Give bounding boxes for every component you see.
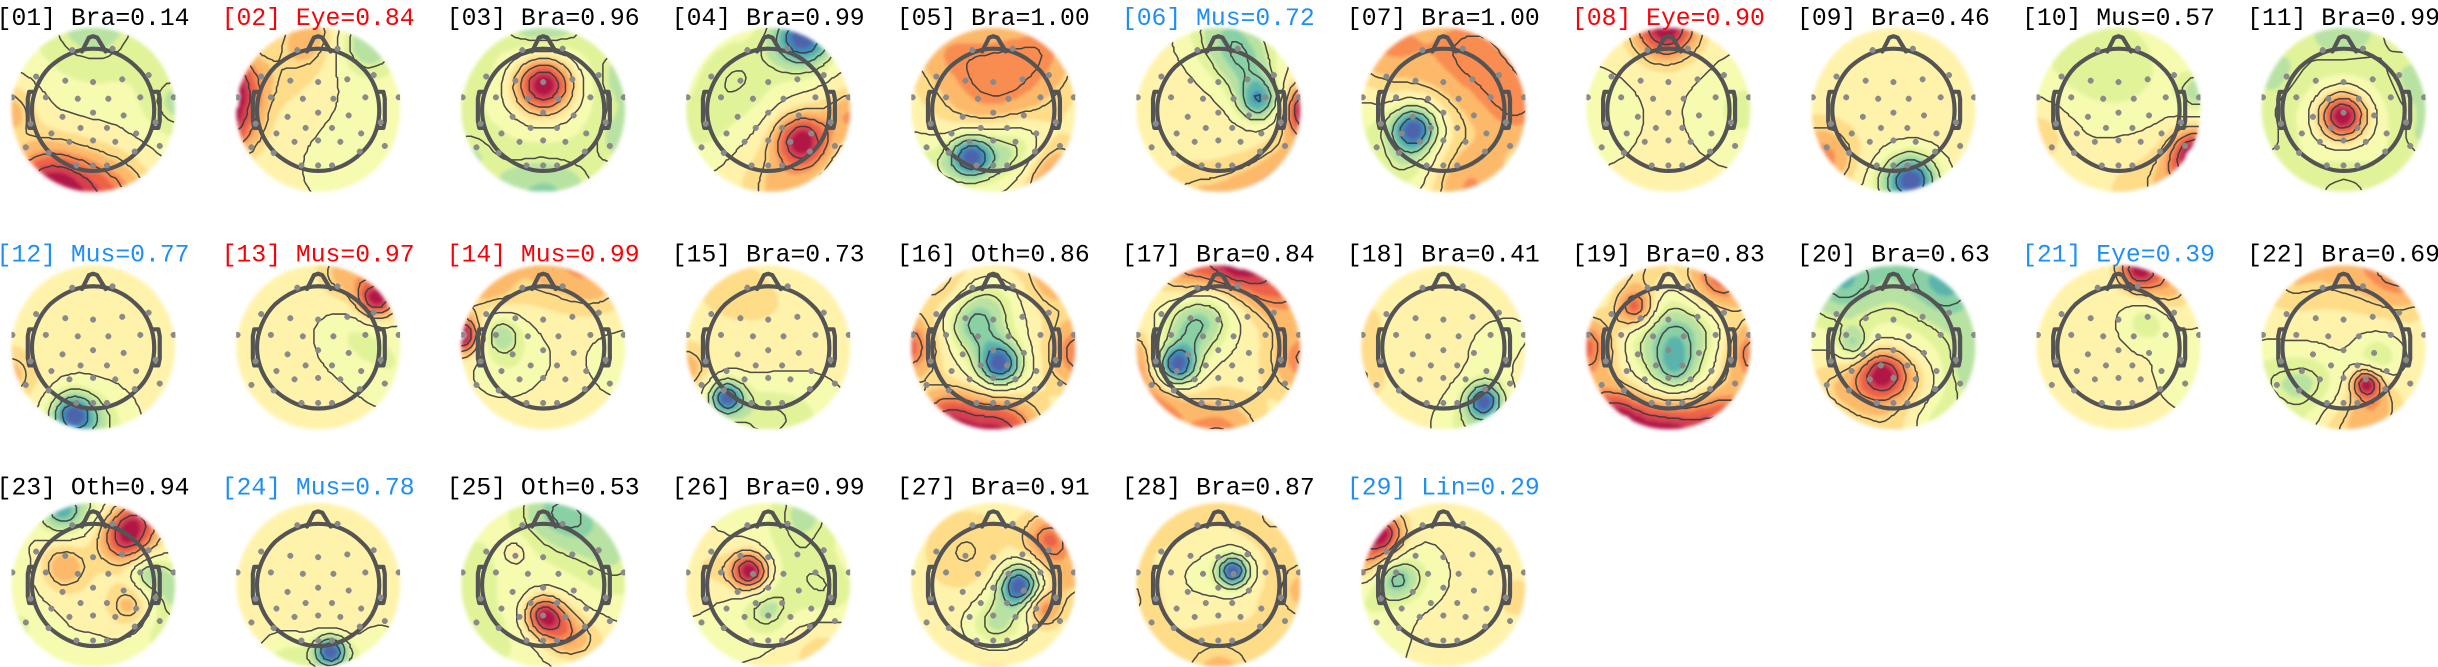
svg-text:[17] Bra=0.84: [17] Bra=0.84 <box>1122 241 1315 269</box>
svg-text:[21] Eye=0.39: [21] Eye=0.39 <box>2022 241 2215 269</box>
svg-text:[28] Bra=0.87: [28] Bra=0.87 <box>1122 475 1315 503</box>
svg-text:[22] Bra=0.69: [22] Bra=0.69 <box>2247 241 2438 269</box>
svg-text:[02] Eye=0.84: [02] Eye=0.84 <box>222 5 415 33</box>
svg-text:[07] Bra=1.00: [07] Bra=1.00 <box>1347 5 1540 33</box>
svg-text:[10] Mus=0.57: [10] Mus=0.57 <box>2022 5 2215 33</box>
svg-text:[23] Oth=0.94: [23] Oth=0.94 <box>0 475 189 503</box>
svg-text:[27] Bra=0.91: [27] Bra=0.91 <box>897 475 1090 503</box>
svg-text:[25] Oth=0.53: [25] Oth=0.53 <box>447 475 640 503</box>
svg-text:[12] Mus=0.77: [12] Mus=0.77 <box>0 241 189 269</box>
svg-text:[04] Bra=0.99: [04] Bra=0.99 <box>672 5 865 33</box>
svg-text:[05] Bra=1.00: [05] Bra=1.00 <box>897 5 1090 33</box>
svg-text:[15] Bra=0.73: [15] Bra=0.73 <box>672 241 865 269</box>
svg-text:[06] Mus=0.72: [06] Mus=0.72 <box>1122 5 1315 33</box>
svg-text:[08] Eye=0.90: [08] Eye=0.90 <box>1572 5 1765 33</box>
svg-text:[29] Lin=0.29: [29] Lin=0.29 <box>1347 475 1540 503</box>
svg-text:[03] Bra=0.96: [03] Bra=0.96 <box>447 5 640 33</box>
svg-text:[11] Bra=0.99: [11] Bra=0.99 <box>2247 5 2438 33</box>
svg-text:[24] Mus=0.78: [24] Mus=0.78 <box>222 475 415 503</box>
svg-text:[01] Bra=0.14: [01] Bra=0.14 <box>0 5 189 33</box>
svg-text:[14] Mus=0.99: [14] Mus=0.99 <box>447 241 640 269</box>
svg-text:[20] Bra=0.63: [20] Bra=0.63 <box>1797 241 1990 269</box>
svg-text:[13] Mus=0.97: [13] Mus=0.97 <box>222 241 415 269</box>
svg-text:[18] Bra=0.41: [18] Bra=0.41 <box>1347 241 1540 269</box>
svg-text:[19] Bra=0.83: [19] Bra=0.83 <box>1572 241 1765 269</box>
svg-text:[16] Oth=0.86: [16] Oth=0.86 <box>897 241 1090 269</box>
svg-text:[26] Bra=0.99: [26] Bra=0.99 <box>672 475 865 503</box>
svg-text:[09] Bra=0.46: [09] Bra=0.46 <box>1797 5 1990 33</box>
